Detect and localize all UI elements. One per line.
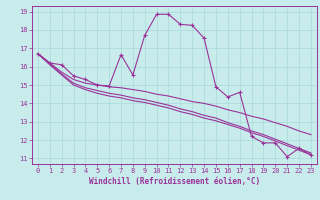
X-axis label: Windchill (Refroidissement éolien,°C): Windchill (Refroidissement éolien,°C) xyxy=(89,177,260,186)
